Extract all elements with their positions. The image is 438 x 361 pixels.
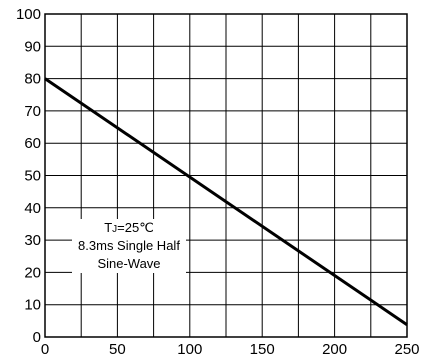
y-tick-label: 50	[24, 168, 41, 185]
y-tick-label: 20	[24, 264, 41, 281]
x-tick-label: 200	[322, 341, 347, 358]
plot-frame	[44, 13, 408, 338]
y-tick-label: 0	[33, 329, 41, 346]
x-tick-label: 250	[394, 341, 419, 358]
y-tick-label: 30	[24, 232, 41, 249]
annotation-background	[72, 219, 186, 273]
annotation-line-1-rest: =25℃	[117, 220, 154, 235]
annotation-line-2: 8.3ms Single Half	[78, 238, 180, 253]
annotation-line-1-prefix: T	[104, 220, 112, 235]
y-axis-tick-labels: 0 10 20 30 40 50 60 70 80 90 100	[16, 6, 41, 346]
annotation-line-1-subscript: J	[112, 224, 117, 235]
series-line	[44, 77, 408, 326]
y-tick-label: 10	[24, 297, 41, 314]
series-layer	[44, 77, 408, 326]
x-tick-label: 150	[250, 341, 275, 358]
y-tick-label: 90	[24, 38, 41, 55]
y-tick-label: 80	[24, 71, 41, 88]
x-tick-label: 0	[41, 341, 49, 358]
y-tick-label: 70	[24, 103, 41, 120]
x-axis-tick-labels: 0 50 100 150 200 250	[41, 341, 420, 358]
x-tick-label: 100	[177, 341, 202, 358]
y-tick-label: 60	[24, 135, 41, 152]
y-tick-label: 100	[16, 6, 41, 23]
y-tick-label: 40	[24, 200, 41, 217]
annotation: TJ=25℃ 8.3ms Single Half Sine-Wave	[72, 219, 186, 273]
annotation-line-1: TJ=25℃	[104, 220, 154, 235]
x-tick-label: 50	[109, 341, 126, 358]
annotation-line-3: Sine-Wave	[97, 256, 160, 271]
